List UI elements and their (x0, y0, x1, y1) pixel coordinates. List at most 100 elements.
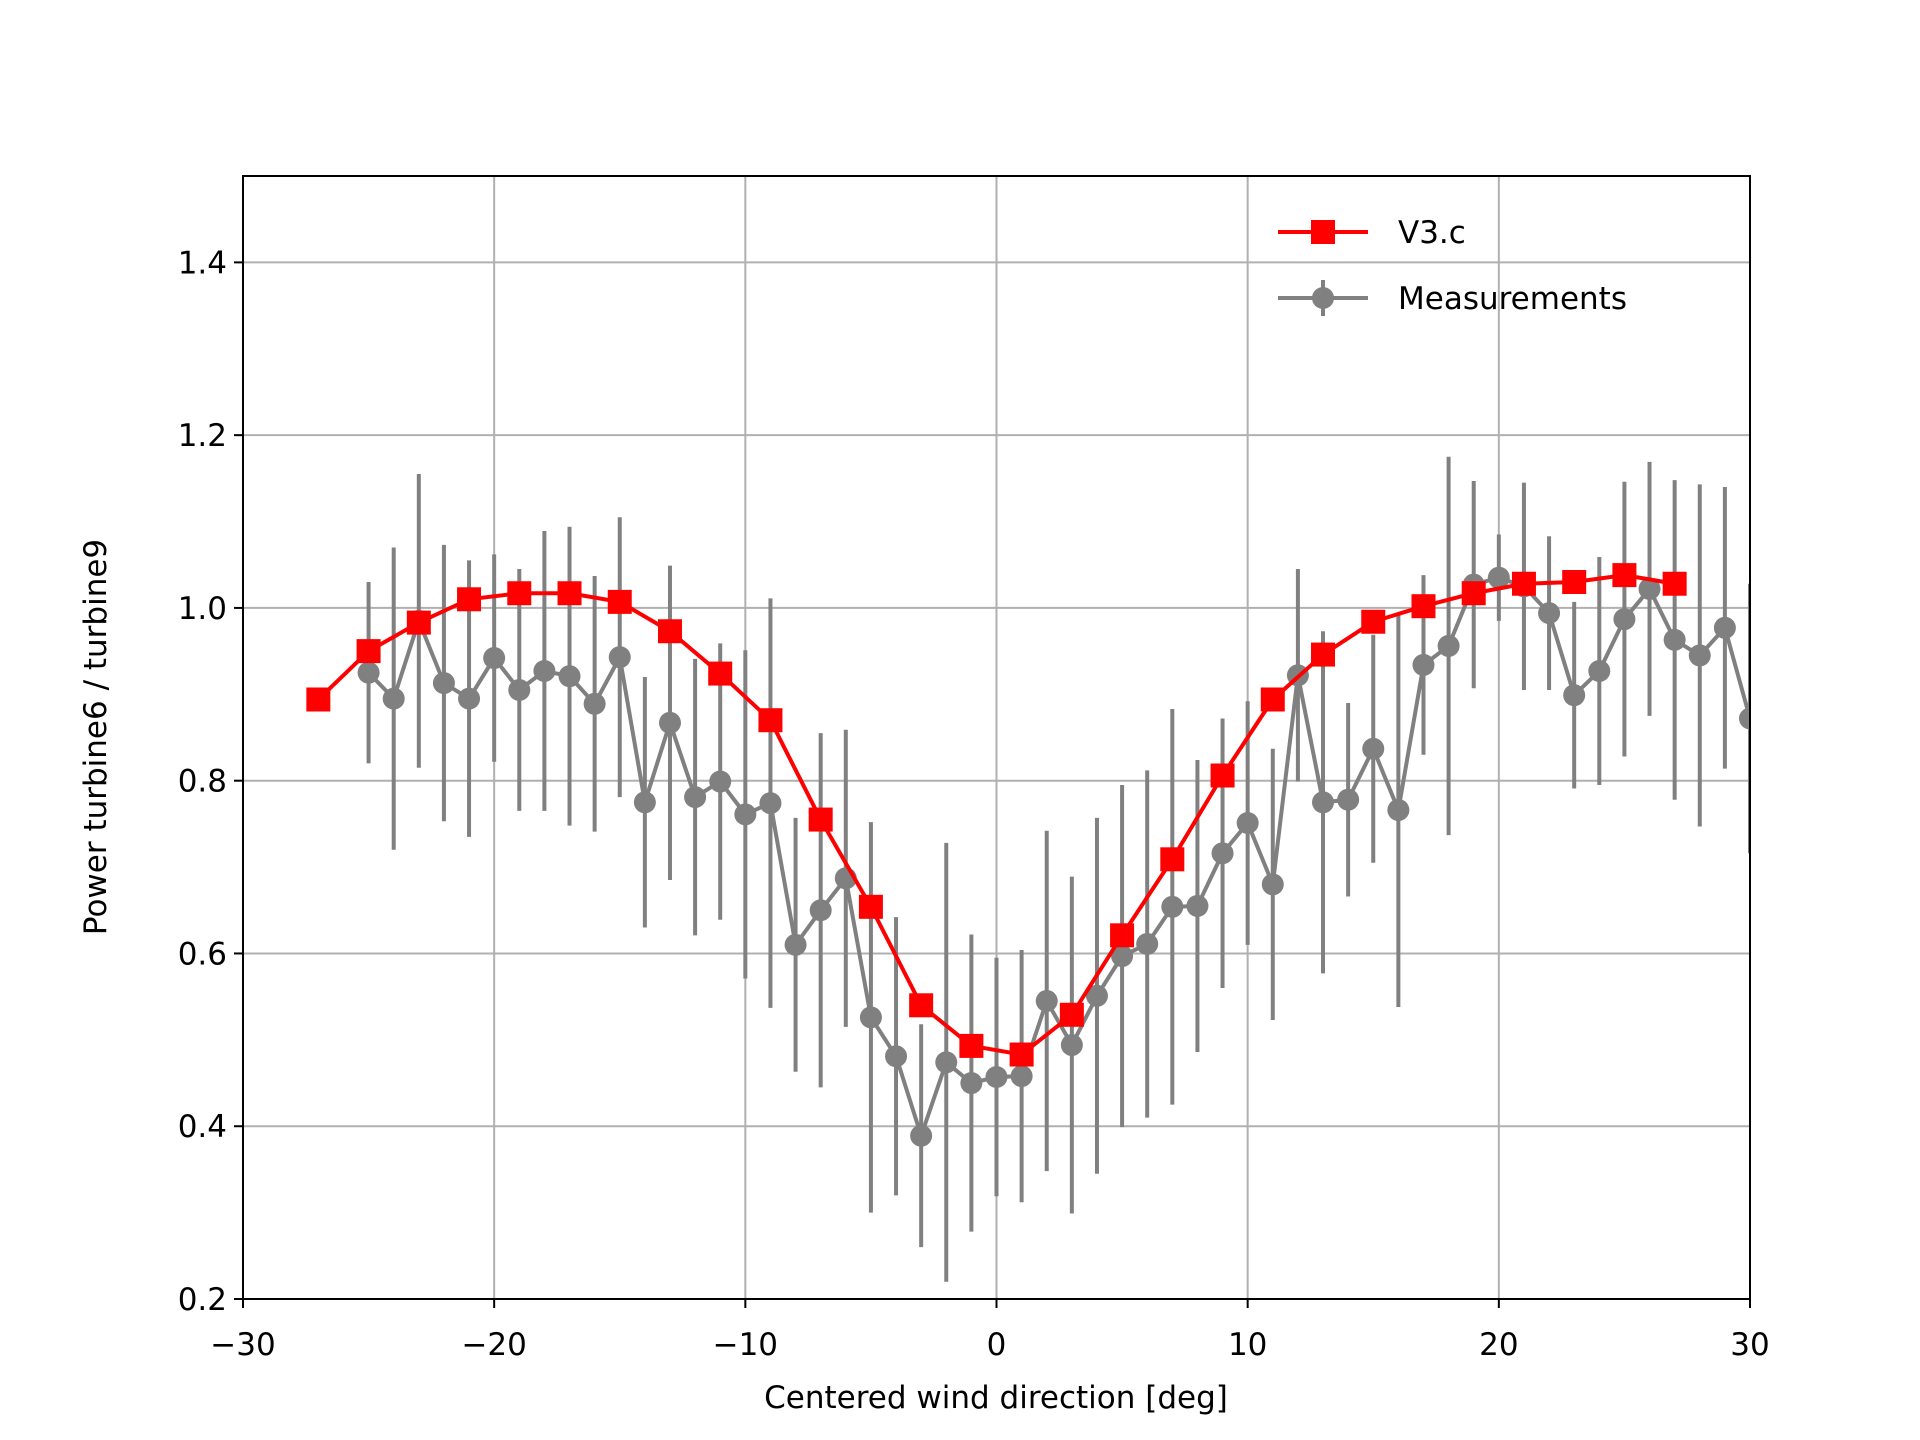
data-point (985, 1065, 1008, 1088)
y-axis-label: Power turbine6 / turbine9 (78, 539, 114, 935)
data-point (808, 807, 833, 832)
data-point (608, 646, 631, 669)
data-point (759, 792, 782, 815)
data-point (483, 647, 506, 670)
data-point (1688, 644, 1711, 667)
x-tick-label: 30 (1730, 1327, 1769, 1363)
data-point (1085, 984, 1108, 1007)
data-point (708, 661, 733, 686)
y-tick-label: 1.2 (178, 418, 227, 454)
data-point (633, 791, 656, 814)
data-point (1538, 602, 1561, 625)
data-point (1511, 571, 1536, 596)
x-axis-label: Centered wind direction [deg] (764, 1380, 1228, 1416)
data-point (406, 610, 431, 635)
data-point (1739, 707, 1750, 730)
data-point (533, 659, 556, 682)
data-point (1362, 737, 1385, 760)
data-point (1010, 1065, 1033, 1088)
data-point (1562, 570, 1587, 595)
legend-label: Measurements (1398, 281, 1627, 317)
legend-label: V3.c (1398, 215, 1466, 251)
data-point (1211, 842, 1234, 865)
data-point (1713, 616, 1736, 639)
data-point (885, 1045, 908, 1068)
data-point (458, 687, 481, 710)
x-tick-label: 20 (1479, 1327, 1518, 1363)
data-point (959, 1033, 984, 1058)
data-point (935, 1051, 958, 1074)
data-point (508, 678, 531, 701)
data-point (306, 687, 331, 712)
series-line (316, 573, 1675, 1057)
legend-marker (1311, 220, 1335, 244)
data-point (658, 711, 681, 734)
data-point (1009, 1042, 1034, 1067)
data-point (507, 581, 532, 606)
y-tick-label: 0.8 (178, 764, 227, 800)
data-point (1461, 581, 1486, 606)
data-point (1312, 791, 1335, 814)
x-tick-label: 10 (1228, 1327, 1267, 1363)
data-point (607, 589, 632, 614)
data-point (1311, 642, 1336, 667)
data-point (1612, 563, 1637, 588)
data-point (1337, 788, 1360, 811)
data-point (910, 1124, 933, 1147)
series-line (367, 575, 1750, 1143)
y-tick-label: 1.0 (178, 591, 227, 627)
y-tick-label: 0.6 (178, 936, 227, 972)
data-point (1487, 566, 1510, 589)
x-tick-label: 0 (987, 1327, 1007, 1363)
data-point (583, 692, 606, 715)
data-point (1662, 571, 1687, 596)
y-tick-label: 0.2 (178, 1282, 227, 1318)
data-point (1638, 577, 1661, 600)
data-point (1437, 634, 1460, 657)
data-point (558, 665, 581, 688)
data-point (684, 786, 707, 809)
x-tick-label: −30 (210, 1327, 275, 1363)
data-point (1361, 609, 1386, 634)
data-point (1411, 594, 1436, 619)
y-tick-label: 1.4 (178, 245, 227, 281)
data-point (1260, 687, 1285, 712)
data-point (1060, 1034, 1083, 1057)
data-point (1236, 812, 1259, 835)
data-point (734, 803, 757, 826)
data-point (1210, 763, 1235, 788)
data-point (1110, 923, 1135, 948)
data-point (432, 672, 455, 695)
data-point (357, 661, 380, 684)
data-point (1161, 895, 1184, 918)
data-point (1035, 989, 1058, 1012)
y-tick-label: 0.4 (178, 1109, 227, 1145)
data-point (909, 993, 934, 1018)
data-point (1613, 608, 1636, 631)
data-point (809, 899, 832, 922)
data-point (557, 581, 582, 606)
data-point (1387, 799, 1410, 822)
data-point (657, 619, 682, 644)
data-point (709, 770, 732, 793)
data-point (1186, 894, 1209, 917)
data-point (859, 1006, 882, 1029)
data-point (1563, 684, 1586, 707)
data-point (858, 894, 883, 919)
data-point (960, 1072, 983, 1095)
data-point (1663, 628, 1686, 651)
data-point (1111, 945, 1134, 968)
data-point (457, 587, 482, 612)
data-point (1059, 1002, 1084, 1027)
data-point (1160, 847, 1185, 872)
data-point (758, 708, 783, 733)
data-point (1588, 659, 1611, 682)
data-point (382, 687, 405, 710)
data-point (1412, 653, 1435, 676)
x-tick-label: −20 (461, 1327, 526, 1363)
x-tick-label: −10 (713, 1327, 778, 1363)
data-point (784, 933, 807, 956)
legend-marker (1312, 287, 1334, 309)
